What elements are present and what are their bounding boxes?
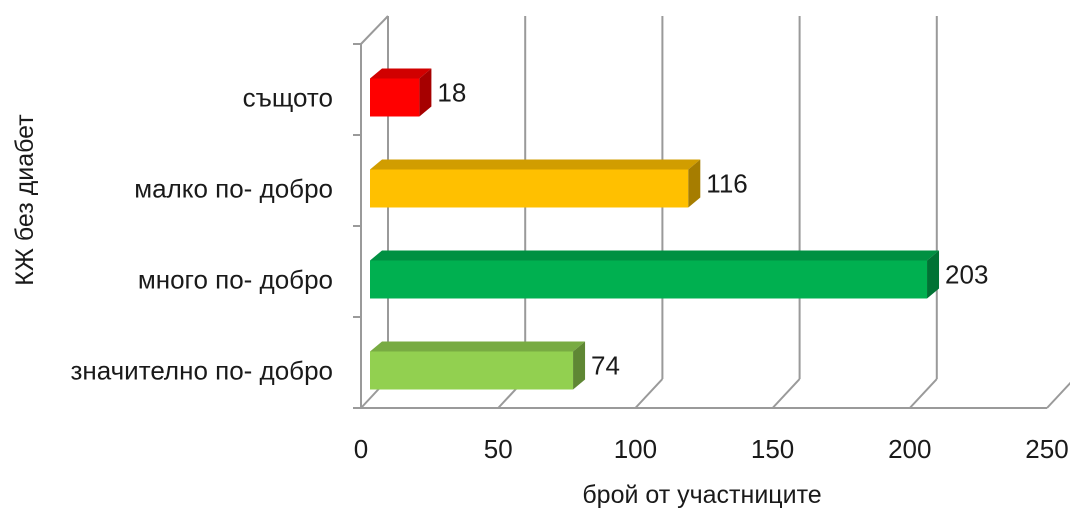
floor-gridline xyxy=(1046,381,1070,409)
floor-gridline xyxy=(634,378,664,409)
x-tick-label: 150 xyxy=(751,434,794,464)
bar-top xyxy=(370,341,586,352)
gridlines xyxy=(360,16,1070,409)
x-tick-label: 0 xyxy=(354,434,368,464)
data-label: 203 xyxy=(945,260,988,290)
bar xyxy=(370,68,432,117)
bars xyxy=(370,68,940,390)
bar-front xyxy=(370,78,420,117)
floor-gridline xyxy=(909,378,938,409)
bar-front xyxy=(370,351,574,390)
category-label: много по- добро xyxy=(138,265,333,295)
x-tick-label: 100 xyxy=(614,434,657,464)
bar-top xyxy=(370,159,701,170)
labels: 0 50 100 150 200 250 същото 18 малко по- добро 11… xyxy=(70,78,1068,465)
y-axis-title: КЖ без диабет xyxy=(11,114,39,286)
data-label: 116 xyxy=(706,169,747,199)
bar-side xyxy=(573,341,586,390)
bar-top xyxy=(370,250,940,261)
bar-front xyxy=(370,169,689,208)
x-tick-label: 200 xyxy=(888,434,931,464)
bar-top xyxy=(370,68,432,79)
bar-front xyxy=(370,260,928,299)
bar-side xyxy=(688,159,701,208)
x-tick-label: 50 xyxy=(484,434,513,464)
bar xyxy=(370,341,586,390)
bar-side xyxy=(419,68,432,117)
x-axis-title: брой от участниците xyxy=(582,481,821,509)
data-label: 18 xyxy=(437,78,466,108)
category-label: същото xyxy=(243,83,333,113)
bar-side xyxy=(927,250,940,299)
category-label: малко по- добро xyxy=(134,174,333,204)
floor-gridline xyxy=(771,378,801,409)
category-label: значително по- добро xyxy=(70,356,333,386)
top-wall-edge xyxy=(360,15,389,45)
data-label: 74 xyxy=(591,351,620,381)
x-tick-label: 250 xyxy=(1025,434,1068,464)
bar xyxy=(370,250,940,299)
bar xyxy=(370,159,701,208)
